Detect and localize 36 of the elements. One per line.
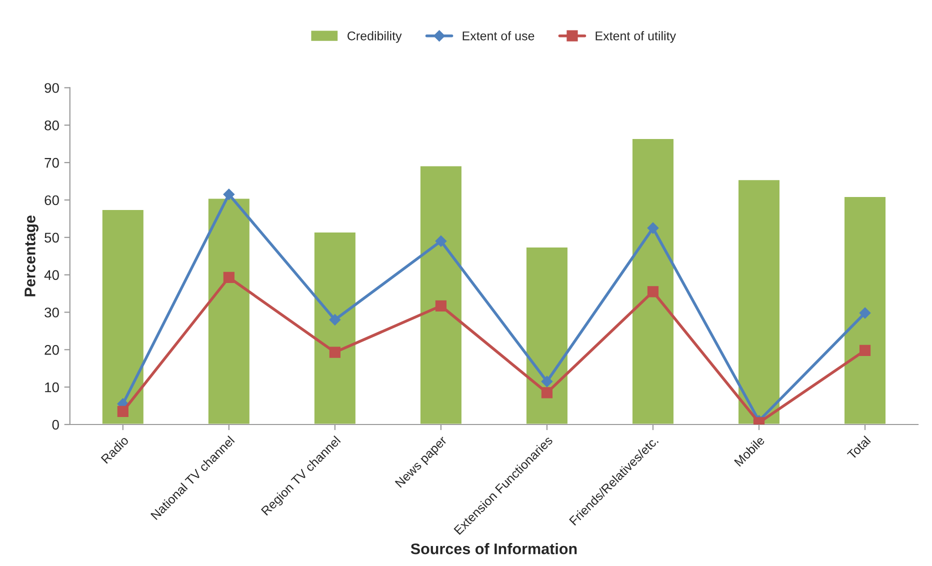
legend-label: Extent of utility: [596, 31, 676, 43]
y-tick-label: 20: [44, 344, 59, 355]
point: [435, 300, 447, 312]
y-axis-title: Percentage: [24, 215, 38, 296]
point: [223, 272, 234, 283]
bar: [207, 197, 251, 424]
y-tick-label: 10: [45, 382, 59, 392]
bar: [631, 138, 675, 424]
point: [647, 222, 659, 234]
y-tick-label: 60: [44, 195, 59, 206]
point: [859, 307, 871, 319]
y-tick-label: 40: [44, 270, 59, 280]
bar: [737, 178, 781, 424]
legend-label: Credibility: [348, 31, 402, 43]
bar: [419, 164, 463, 424]
y-tick-label: 0: [52, 420, 59, 430]
bar: [313, 231, 357, 424]
point: [329, 314, 341, 326]
y-tick-label: 30: [44, 308, 59, 318]
bar: [525, 246, 569, 424]
point: [435, 236, 447, 247]
point: [329, 346, 340, 358]
legend-label: Extent of use: [462, 31, 534, 40]
y-tick-label: 50: [44, 232, 59, 243]
y-tick-label: 80: [44, 120, 59, 130]
bar: [843, 196, 887, 424]
point: [223, 188, 235, 200]
point: [541, 387, 553, 398]
y-tick-label: 70: [44, 158, 59, 168]
bar: [101, 208, 145, 424]
x-axis-title: Sources of Information: [410, 543, 577, 554]
point: [117, 406, 128, 417]
y-tick-label: 90: [44, 83, 59, 93]
point: [541, 376, 553, 388]
point: [647, 286, 659, 298]
point: [859, 344, 871, 356]
